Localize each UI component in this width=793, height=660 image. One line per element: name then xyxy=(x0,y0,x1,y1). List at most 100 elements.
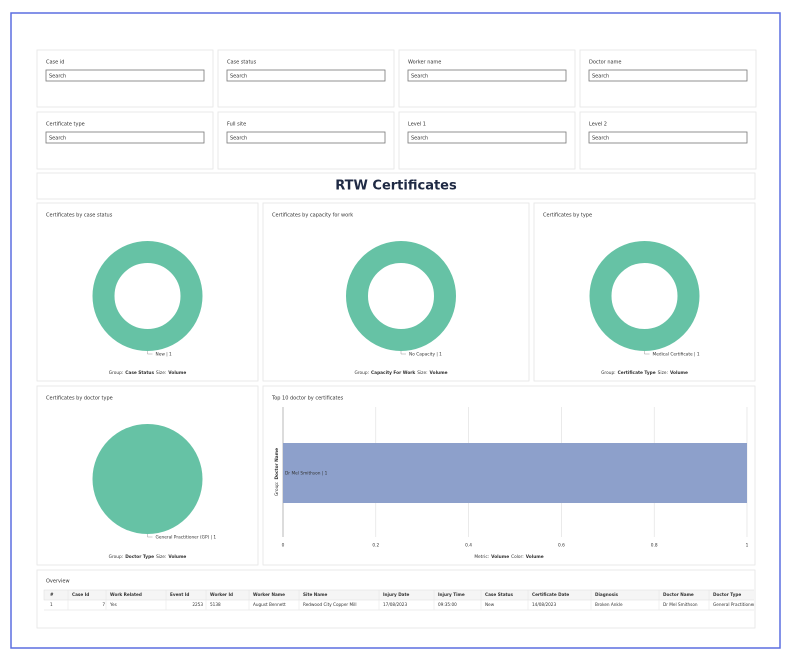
search-input[interactable] xyxy=(226,131,386,144)
chart-title: Certificates by type xyxy=(543,213,592,219)
footer-part: Volume xyxy=(526,554,544,560)
filter-label: Case status xyxy=(227,60,257,66)
search-placeholder: Search xyxy=(49,136,66,142)
card xyxy=(533,202,756,382)
table-cell: 5138 xyxy=(210,602,221,607)
search-placeholder: Search xyxy=(411,74,428,80)
table-cell: Yes xyxy=(109,602,117,607)
search-input[interactable] xyxy=(407,131,567,144)
column-header: Worker Id xyxy=(210,592,233,597)
chart-footer: Group: Capacity For Work Size: Volume xyxy=(354,370,447,376)
table-title: Overview xyxy=(46,579,70,585)
table-cell: 1 xyxy=(50,602,53,607)
x-tick-label: 0.4 xyxy=(465,543,472,549)
footer-part: Group: xyxy=(109,554,124,560)
search-placeholder: Search xyxy=(230,74,247,80)
chart-title: Certificates by doctor type xyxy=(46,396,113,402)
pie-slice xyxy=(92,424,203,534)
y-axis-label: Group: Doctor Name xyxy=(274,448,280,496)
search-input[interactable] xyxy=(45,131,205,144)
table-cell: August Bennett xyxy=(253,602,286,607)
donut-slice xyxy=(589,241,700,351)
leader-line xyxy=(147,534,153,538)
axis-label-part: Doctor Name xyxy=(274,448,280,480)
card xyxy=(36,202,259,382)
card xyxy=(36,172,756,200)
footer-part: Capacity For Work xyxy=(371,370,415,376)
table-cell: 14/08/2023 xyxy=(532,602,556,607)
footer-part: Case Status xyxy=(125,370,154,376)
search-input[interactable] xyxy=(588,69,748,82)
slice-label: New | 1 xyxy=(156,352,173,358)
search-placeholder: Search xyxy=(49,74,66,80)
footer-part: Size: xyxy=(658,370,668,376)
chart-footer: Group: Case Status Size: Volume xyxy=(109,370,187,376)
footer-part: Size: xyxy=(156,554,166,560)
footer-part: Group: xyxy=(601,370,616,376)
bar xyxy=(283,443,747,503)
x-tick-label: 0.8 xyxy=(651,543,658,549)
slice-label: No Capacity | 1 xyxy=(409,352,442,358)
slice-label: Medical Certificate | 1 xyxy=(653,352,700,358)
x-tick-label: 1 xyxy=(746,543,749,549)
footer-part: Size: xyxy=(156,370,166,376)
bar-label: Dr Mel Smithson | 1 xyxy=(285,471,328,477)
chart-footer: Group: Doctor Type Size: Volume xyxy=(109,554,187,560)
x-tick-label: 0.6 xyxy=(558,543,565,549)
table-cell: Redwood City Copper Mill xyxy=(303,602,357,607)
table-cell: General Practitioner xyxy=(713,602,755,607)
slice-label: General Practitioner (GP) | 1 xyxy=(156,535,217,541)
table: Overview # Case Id Work Related Event Id Work… xyxy=(43,579,755,611)
column-header: Case Id xyxy=(72,592,89,597)
leader-line xyxy=(644,351,650,355)
x-tick-label: 0 xyxy=(282,543,285,549)
donut-slice xyxy=(346,241,456,351)
column-header: # xyxy=(50,592,54,597)
table-cell: New xyxy=(485,602,495,607)
column-header: Worker Name xyxy=(253,592,285,597)
x-tick-label: 0.2 xyxy=(372,543,379,549)
footer-part: Volume xyxy=(491,554,509,560)
search-input[interactable] xyxy=(226,69,386,82)
chart-title: Certificates by case status xyxy=(46,213,113,219)
footer-part: Volume xyxy=(168,370,186,376)
search-input[interactable] xyxy=(407,69,567,82)
filter-label: Doctor name xyxy=(589,60,622,66)
column-header: Doctor Name xyxy=(663,592,694,597)
card xyxy=(262,202,530,382)
search-placeholder: Search xyxy=(592,74,609,80)
search-placeholder: Search xyxy=(230,136,247,142)
column-header: Injury Time xyxy=(438,592,465,597)
leader-line xyxy=(147,351,153,355)
search-input[interactable] xyxy=(45,69,205,82)
column-header: Diagnosis xyxy=(595,592,619,597)
footer-part: Color: xyxy=(511,554,524,560)
footer-part: Doctor Type xyxy=(125,554,154,560)
column-header: Case Status xyxy=(485,592,514,597)
footer-part: Metric: xyxy=(474,554,489,560)
footer-part: Size: xyxy=(417,370,427,376)
search-placeholder: Search xyxy=(411,136,428,142)
filter-label: Level 1 xyxy=(408,122,426,128)
filter-label: Full site xyxy=(227,122,246,128)
column-header: Injury Date xyxy=(383,592,410,597)
filter-label: Worker name xyxy=(408,60,441,66)
chart-footer: Metric: Volume Color: Volume xyxy=(474,554,543,560)
table-cell: 09:35:00 xyxy=(438,602,457,607)
column-header: Doctor Type xyxy=(713,592,741,597)
table-cell: 17/08/2023 xyxy=(383,602,407,607)
footer-part: Group: xyxy=(109,370,124,376)
leader-line xyxy=(400,351,406,355)
chart-footer: Group: Certificate Type Size: Volume xyxy=(601,370,688,376)
table-cell: Broken Ankle xyxy=(595,602,623,607)
search-input[interactable] xyxy=(588,131,748,144)
column-header: Site Name xyxy=(303,592,327,597)
table-cell: 7 xyxy=(102,602,105,607)
chart-title: Certificates by capacity for work xyxy=(272,213,353,219)
column-header: Event Id xyxy=(170,592,189,597)
footer-part: Certificate Type xyxy=(618,370,656,376)
axis-label-part: Group: xyxy=(274,482,280,497)
search-placeholder: Search xyxy=(592,136,609,142)
table-cell: Dr Mel Smithson xyxy=(663,602,698,607)
